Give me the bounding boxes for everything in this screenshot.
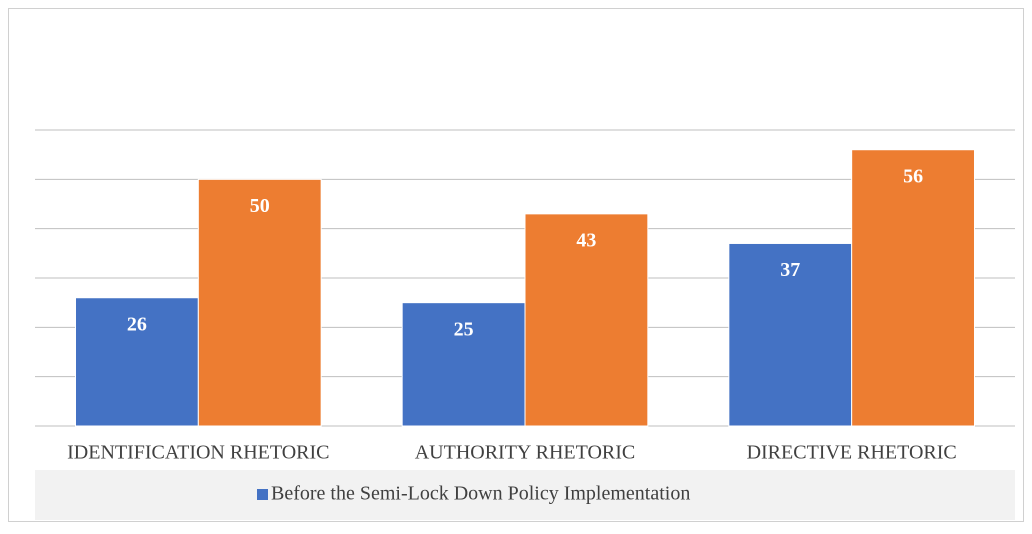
legend-label: Before the Semi-Lock Down Policy Impleme… — [271, 483, 690, 505]
data-label: 37 — [780, 259, 800, 281]
bar — [728, 242, 853, 427]
legend-swatch — [257, 489, 268, 500]
data-label: 25 — [454, 318, 474, 340]
data-label: 56 — [903, 165, 923, 187]
bar — [851, 149, 975, 427]
bar — [197, 178, 322, 427]
x-tick-label: IDENTIFICATION RHETORIC — [67, 442, 329, 464]
x-tick-label: AUTHORITY RHETORIC — [415, 442, 636, 464]
bar — [75, 297, 199, 427]
data-label: 26 — [127, 313, 147, 335]
bar — [401, 302, 526, 427]
legend-box — [35, 470, 1015, 520]
data-label: 43 — [576, 229, 596, 251]
data-label: 50 — [250, 195, 270, 217]
x-tick-label: DIRECTIVE RHETORIC — [747, 442, 957, 464]
bar — [524, 213, 649, 427]
